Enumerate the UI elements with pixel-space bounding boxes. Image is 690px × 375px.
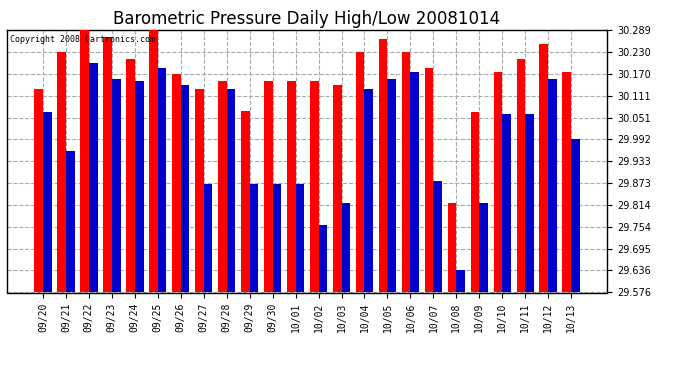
Bar xyxy=(172,74,181,292)
Bar xyxy=(66,151,75,292)
Bar xyxy=(295,184,304,292)
Bar xyxy=(493,72,502,292)
Bar xyxy=(356,52,364,292)
Bar xyxy=(540,44,549,292)
Bar xyxy=(402,52,411,292)
Bar xyxy=(287,81,295,292)
Bar xyxy=(549,80,557,292)
Bar xyxy=(103,37,112,292)
Bar xyxy=(195,88,204,292)
Bar xyxy=(471,112,480,292)
Bar xyxy=(333,85,342,292)
Bar xyxy=(319,225,327,292)
Bar xyxy=(433,181,442,292)
Bar xyxy=(264,81,273,292)
Bar xyxy=(310,81,319,292)
Bar xyxy=(241,111,250,292)
Bar xyxy=(250,184,258,292)
Bar xyxy=(571,140,580,292)
Bar xyxy=(218,81,226,292)
Title: Barometric Pressure Daily High/Low 20081014: Barometric Pressure Daily High/Low 20081… xyxy=(113,10,501,28)
Bar xyxy=(517,59,525,292)
Bar xyxy=(204,184,213,292)
Bar xyxy=(80,30,89,292)
Text: Copyright 2008 Cartronics.com: Copyright 2008 Cartronics.com xyxy=(10,35,155,44)
Bar xyxy=(411,72,419,292)
Bar xyxy=(525,114,534,292)
Bar xyxy=(181,85,190,292)
Bar xyxy=(388,80,396,292)
Bar xyxy=(112,80,121,292)
Bar xyxy=(502,114,511,292)
Bar xyxy=(456,270,465,292)
Bar xyxy=(424,68,433,292)
Bar xyxy=(158,68,166,292)
Bar xyxy=(34,88,43,292)
Bar xyxy=(57,52,66,292)
Bar xyxy=(379,39,388,292)
Bar xyxy=(273,184,282,292)
Bar xyxy=(135,81,144,292)
Bar xyxy=(448,202,456,292)
Bar xyxy=(149,30,158,292)
Bar xyxy=(342,202,351,292)
Bar xyxy=(226,88,235,292)
Bar xyxy=(89,63,97,292)
Bar xyxy=(126,59,135,292)
Bar xyxy=(43,112,52,292)
Bar xyxy=(562,72,571,292)
Bar xyxy=(364,88,373,292)
Bar xyxy=(480,202,488,292)
